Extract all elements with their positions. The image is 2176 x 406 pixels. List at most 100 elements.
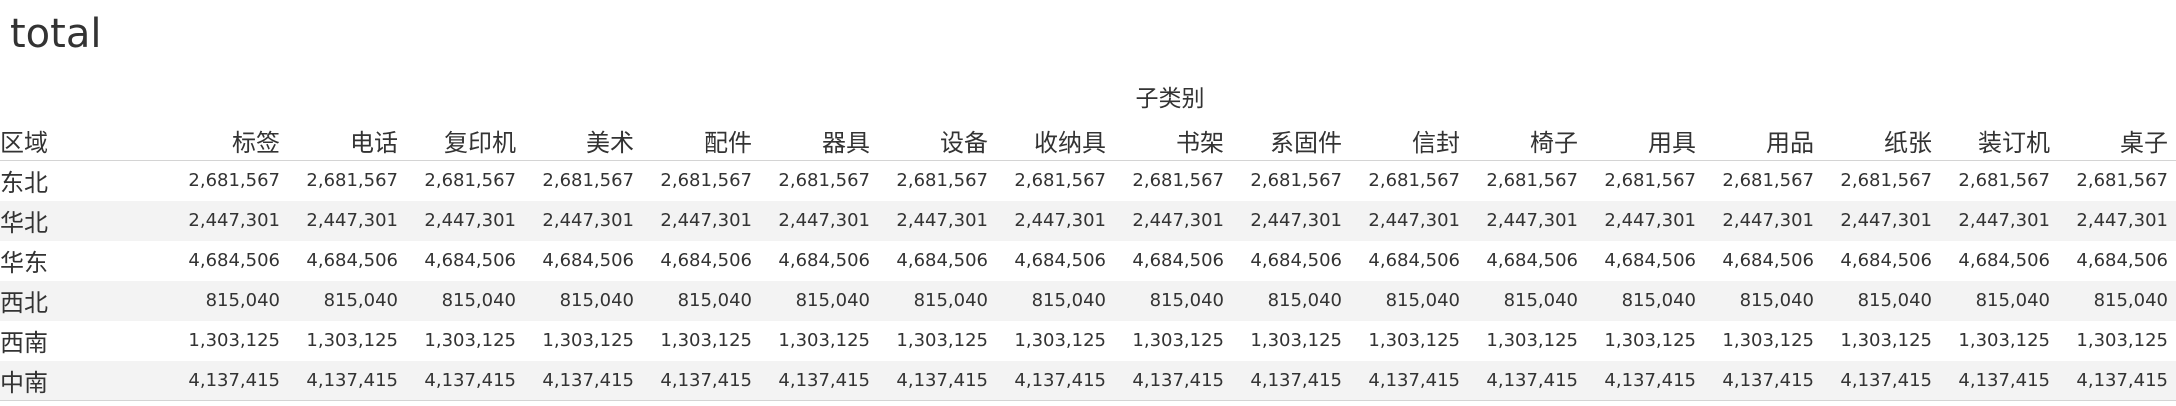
row-header: 中南 [0,368,48,397]
column-header: 系固件 [1270,128,1342,157]
table-cell: 2,447,301 [1250,210,1342,231]
table-cell: 1,303,125 [2076,330,2168,351]
table-cell: 2,447,301 [778,210,870,231]
table-cell: 4,684,506 [542,250,634,271]
header-row: 区域 标签 电话 复印机 美术 配件 器具 设备 收纳具 书架 系固件 信封 椅子 用具 用品 纸张 装订机 桌… [0,120,2176,161]
table-cell: 2,681,567 [660,170,752,192]
table-cell: 815,040 [205,290,280,311]
table-cell: 1,303,125 [896,330,988,351]
table-cell: 1,303,125 [1840,330,1932,351]
table-cell: 4,137,415 [896,369,988,391]
table-cell: 1,303,125 [1604,330,1696,351]
table-cell: 1,303,125 [306,330,398,351]
table-cell: 815,040 [1621,290,1696,311]
table-cell: 2,681,567 [1840,170,1932,192]
table-row: 西南 1,303,125 1,303,125 1,303,125 1,303,125 1,… [0,321,2176,361]
table-cell: 1,303,125 [1014,330,1106,351]
table-cell: 2,681,567 [1250,170,1342,192]
table-cell: 2,681,567 [1132,170,1224,192]
table-cell: 2,447,301 [424,210,516,231]
column-header: 电话 [350,128,398,157]
table-cell: 2,447,301 [1604,210,1696,231]
column-header: 书架 [1176,128,1224,157]
column-header: 收纳具 [1034,128,1106,157]
table-cell: 2,681,567 [1604,170,1696,192]
table-cell: 4,137,415 [1840,369,1932,391]
table-cell: 1,303,125 [424,330,516,351]
table-cell: 815,040 [441,290,516,311]
table-cell: 4,684,506 [778,250,870,271]
table-cell: 4,684,506 [306,250,398,271]
table-cell: 2,681,567 [188,170,280,192]
table-cell: 2,447,301 [188,210,280,231]
table-cell: 4,684,506 [1368,250,1460,271]
table-cell: 2,447,301 [2076,210,2168,231]
table-cell: 1,303,125 [778,330,870,351]
table-row: 华东 4,684,506 4,684,506 4,684,506 4,684,506 4,… [0,241,2176,281]
table-cell: 815,040 [1267,290,1342,311]
table-cell: 2,681,567 [424,170,516,192]
table-cell: 815,040 [913,290,988,311]
column-header: 设备 [940,128,988,157]
table-cell: 2,447,301 [1132,210,1224,231]
column-header: 美术 [586,128,634,157]
table-cell: 2,681,567 [2076,170,2168,192]
table-body: 东北 2,681,567 2,681,567 2,681,567 2,681,567 2,… [0,161,2176,401]
table-cell: 2,447,301 [1722,210,1814,231]
table-cell: 1,303,125 [1486,330,1578,351]
table-cell: 815,040 [1739,290,1814,311]
table-cell: 4,137,415 [660,369,752,391]
table-cell: 815,040 [1975,290,2050,311]
table-cell: 815,040 [677,290,752,311]
column-header: 椅子 [1530,128,1578,157]
column-header: 桌子 [2120,128,2168,157]
table-cell: 4,137,415 [1014,369,1106,391]
table-cell: 4,137,415 [424,369,516,391]
table-row: 西北 815,040 815,040 815,040 815,040 815,040 815… [0,280,2176,321]
column-header: 装订机 [1978,128,2050,157]
table-cell: 4,137,415 [778,369,870,391]
table-cell: 2,681,567 [1014,170,1106,192]
column-header: 纸张 [1884,128,1932,157]
column-header: 用具 [1648,128,1696,157]
table-cell: 1,303,125 [1132,330,1224,351]
crosstab-table: 区域 标签 电话 复印机 美术 配件 器具 设备 收纳具 书架 系固件 信封 椅子 用具 用品 纸张 装订机 桌… [0,120,2176,401]
table-cell: 815,040 [1503,290,1578,311]
table-cell: 4,137,415 [1486,369,1578,391]
table-cell: 4,684,506 [896,250,988,271]
table-row: 东北 2,681,567 2,681,567 2,681,567 2,681,567 2,… [0,161,2176,201]
table-cell: 2,447,301 [306,210,398,231]
row-header-label: 区域 [0,128,48,157]
table-cell: 2,447,301 [1014,210,1106,231]
table-cell: 2,681,567 [778,170,870,192]
table-cell: 4,684,506 [2076,250,2168,271]
table-cell: 4,684,506 [1486,250,1578,271]
page-title: total [10,11,102,57]
table-cell: 815,040 [2093,290,2168,311]
table-cell: 2,681,567 [1486,170,1578,192]
table-cell: 815,040 [323,290,398,311]
table-cell: 815,040 [1031,290,1106,311]
column-header: 信封 [1412,128,1460,157]
column-header: 器具 [822,128,870,157]
table-cell: 1,303,125 [1250,330,1342,351]
table-row: 华北 2,447,301 2,447,301 2,447,301 2,447,301 2,… [0,200,2176,241]
table-cell: 2,681,567 [896,170,988,192]
table-cell: 1,303,125 [1958,330,2050,351]
row-header: 西北 [0,289,48,317]
table-cell: 4,684,506 [1604,250,1696,271]
row-header: 华东 [0,249,48,277]
table-row: 中南 4,137,415 4,137,415 4,137,415 4,137,415 4,… [0,360,2176,401]
table-cell: 4,684,506 [1840,250,1932,271]
table-cell: 4,137,415 [542,369,634,391]
table-cell: 2,447,301 [1958,210,2050,231]
row-header: 华北 [0,209,48,237]
table-cell: 4,684,506 [1014,250,1106,271]
table-cell: 4,137,415 [1368,369,1460,391]
table-cell: 4,137,415 [1250,369,1342,391]
table-cell: 4,684,506 [1250,250,1342,271]
table-cell: 4,684,506 [660,250,752,271]
table-cell: 2,681,567 [1368,170,1460,192]
column-header: 用品 [1766,128,1814,157]
row-header: 东北 [0,169,48,198]
